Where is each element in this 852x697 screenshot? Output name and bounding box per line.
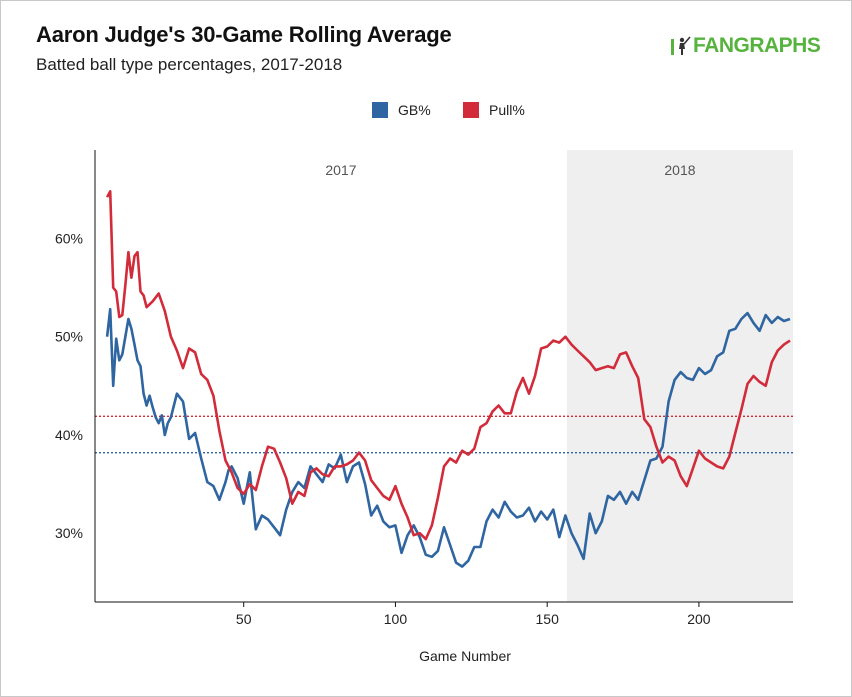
shaded-region-2018 (566, 150, 793, 602)
x-ticks: 50 100 150 200 (236, 602, 711, 627)
series-line-pull (105, 190, 791, 541)
fangraphs-logo: FANGRAPHS (669, 33, 821, 59)
x-tick-label: 50 (236, 611, 252, 627)
batter-icon (671, 36, 691, 55)
y-tick-label: 30% (55, 525, 83, 541)
year-label-2018: 2018 (664, 162, 695, 178)
logo-text: FANGRAPHS (693, 34, 821, 57)
x-axis-title: Game Number (419, 648, 511, 664)
year-label-2017: 2017 (325, 162, 356, 178)
y-tick-label: 60% (55, 230, 83, 246)
legend-swatch-pull (463, 102, 479, 118)
x-tick-label: 200 (687, 611, 711, 627)
legend-label-gb: GB% (398, 102, 431, 118)
legend: GB% Pull% (372, 102, 525, 118)
chart-title: Aaron Judge's 30-Game Rolling Average (36, 22, 452, 47)
legend-swatch-gb (372, 102, 388, 118)
y-tick-label: 50% (55, 329, 83, 345)
chart-subtitle: Batted ball type percentages, 2017-2018 (36, 55, 343, 74)
legend-label-pull: Pull% (489, 102, 525, 118)
x-tick-label: 100 (384, 611, 408, 627)
y-tick-label: 40% (55, 427, 83, 443)
y-ticks: 30% 40% 50% 60% (55, 230, 83, 541)
x-tick-label: 150 (536, 611, 560, 627)
series-line-gb (105, 307, 791, 568)
